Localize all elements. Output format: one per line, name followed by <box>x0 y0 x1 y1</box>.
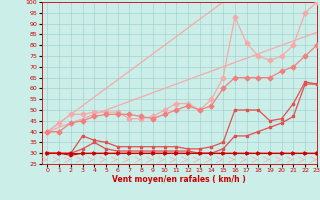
X-axis label: Vent moyen/en rafales ( km/h ): Vent moyen/en rafales ( km/h ) <box>112 175 246 184</box>
